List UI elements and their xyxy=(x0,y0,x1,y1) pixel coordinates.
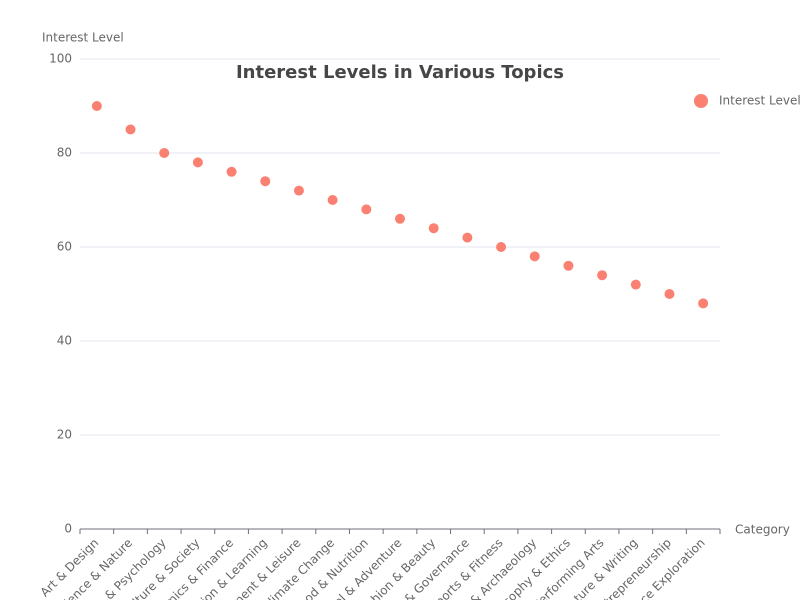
y-tick-label: 60 xyxy=(57,240,72,254)
scatter-point xyxy=(226,166,237,177)
scatter-point xyxy=(462,232,473,243)
scatter-point xyxy=(698,298,709,309)
scatter-point xyxy=(563,260,574,271)
scatter-point xyxy=(428,223,439,234)
scatter-point xyxy=(597,270,608,281)
chart-title: Interest Levels in Various Topics xyxy=(236,62,564,83)
x-axis-label: Category xyxy=(735,523,790,537)
y-tick-label: 0 xyxy=(64,522,72,536)
y-tick-label: 80 xyxy=(57,146,72,160)
scatter-point xyxy=(361,204,372,215)
scatter-point xyxy=(260,176,271,187)
scatter-point xyxy=(664,289,675,299)
scatter-point xyxy=(327,195,338,205)
scatter-point xyxy=(159,148,170,158)
legend-marker xyxy=(694,94,708,108)
scatter-point xyxy=(395,213,405,224)
legend-label: Interest Level xyxy=(719,94,800,108)
scatter-point xyxy=(293,185,304,196)
y-tick-label: 40 xyxy=(57,334,72,348)
x-tick-label: Art & Design xyxy=(38,536,102,600)
y-tick-label: 100 xyxy=(49,52,72,66)
scatter-point xyxy=(192,157,203,168)
scatter-point xyxy=(125,124,136,135)
scatter-point xyxy=(496,242,507,252)
y-axis-label: Interest Level xyxy=(42,31,124,45)
scatter-point xyxy=(630,279,641,290)
y-tick-label: 20 xyxy=(57,428,72,442)
scatter-point xyxy=(529,251,540,262)
scatter-point xyxy=(91,101,102,111)
